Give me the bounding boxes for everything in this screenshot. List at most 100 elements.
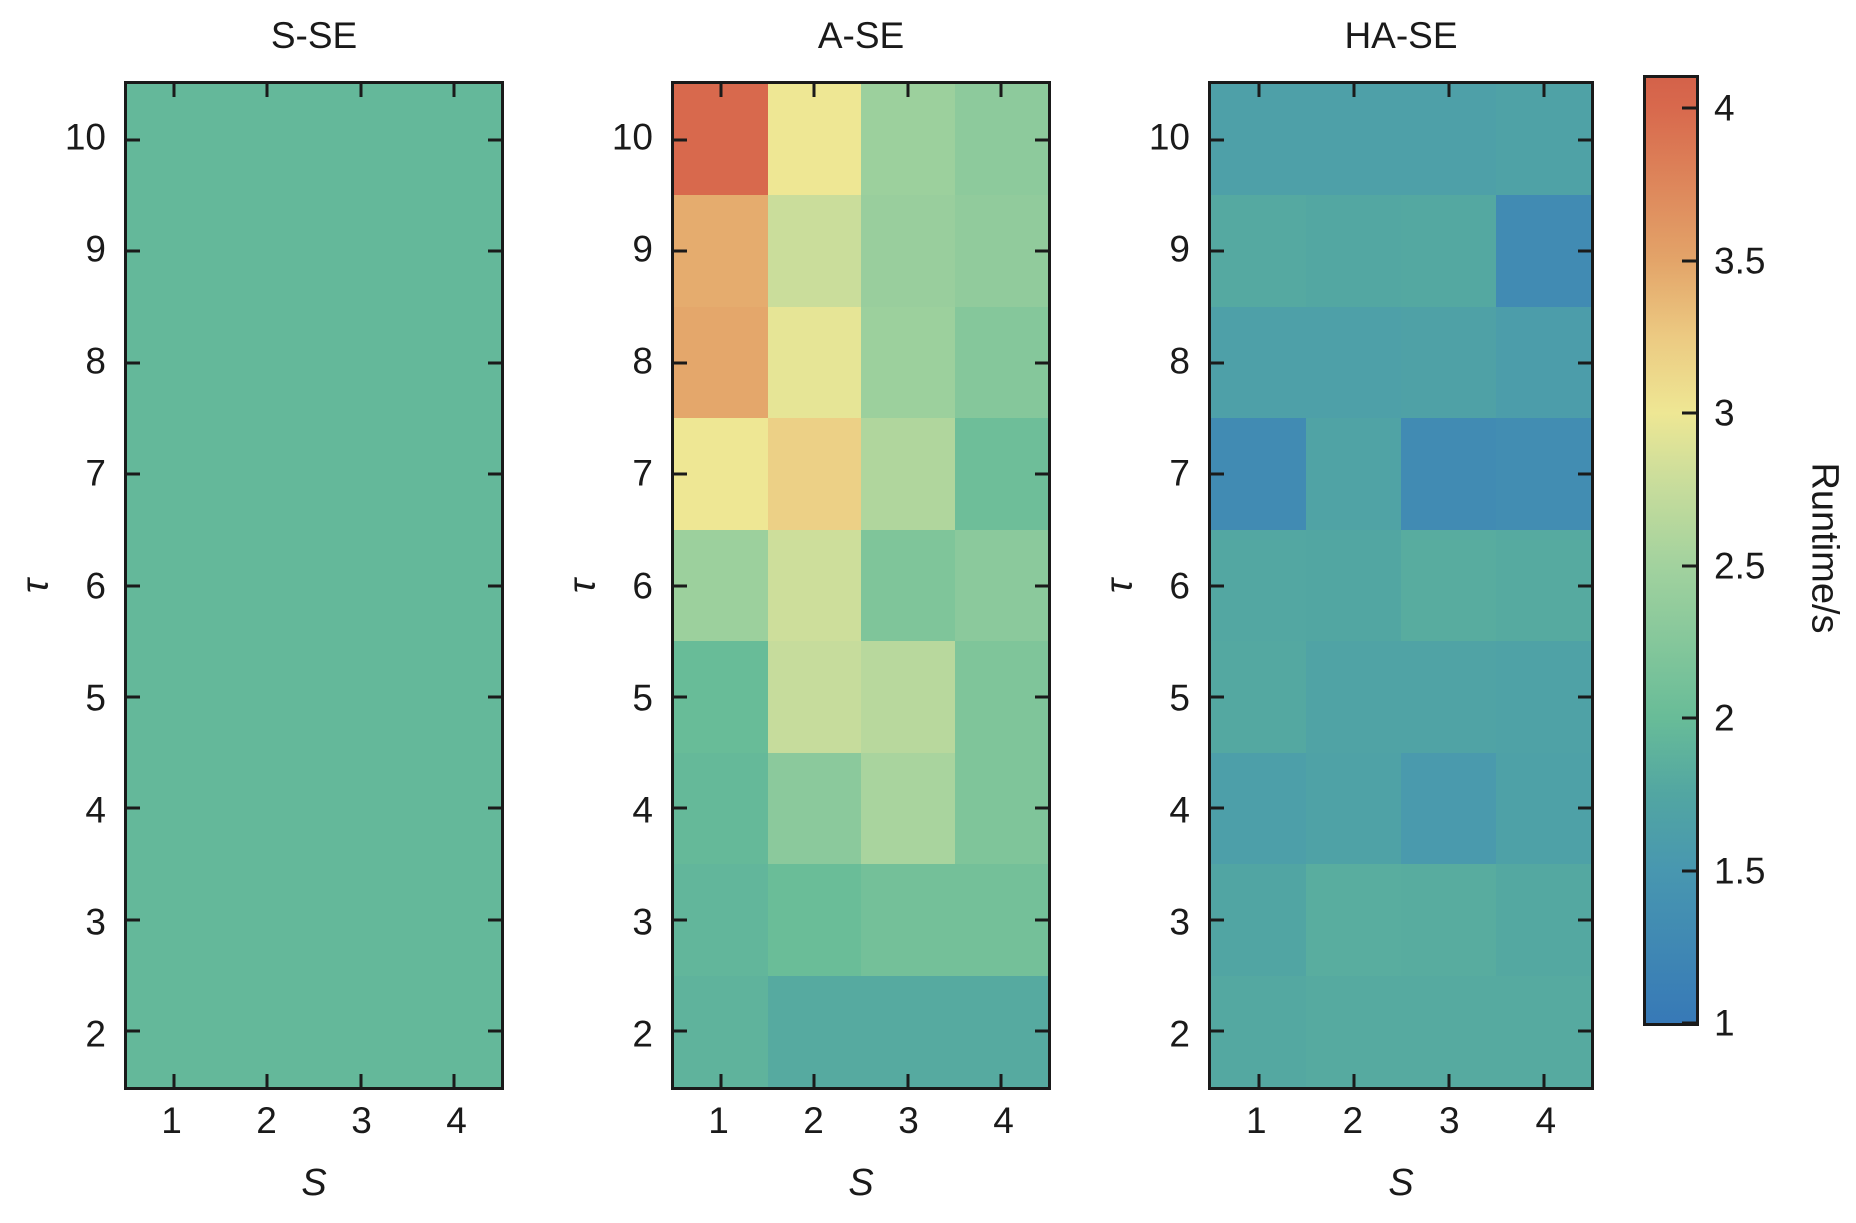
heatmap-cell [674, 864, 768, 976]
y-tick-mark-left [127, 249, 140, 253]
y-tick-mark-right [1578, 584, 1591, 587]
x-tick-mark-top [1542, 84, 1545, 97]
heatmap-cell [1401, 84, 1496, 196]
heatmap-cell [1496, 752, 1591, 865]
y-tick-mark-left [127, 806, 140, 810]
y-tick-label: 8 [85, 340, 106, 382]
x-tick-mark-bottom [1352, 1074, 1355, 1087]
y-tick-mark-left [127, 1029, 140, 1033]
heatmap-cell [767, 641, 861, 753]
x-tick-mark-top [999, 84, 1003, 97]
panel-title: HA-SE [1344, 15, 1458, 56]
heatmap-panel-a-se: A-SE τ S 1 2 3 4 10 9 8 7 6 5 4 3 2 [562, 17, 1051, 1204]
y-tick-mark-left [127, 584, 140, 587]
y-tick-label: 5 [632, 677, 653, 719]
y-tick-label: 5 [85, 677, 106, 719]
y-tick-mark-left [674, 584, 687, 587]
y-tick-mark-right [488, 806, 501, 810]
heatmap-cell [861, 864, 955, 976]
heatmap-cell [767, 418, 861, 530]
y-tick-mark-left [674, 1029, 687, 1033]
heatmap-cell [1211, 752, 1306, 865]
y-tick-mark-left [127, 918, 140, 922]
heatmap-cell [314, 306, 408, 419]
y-tick-mark-left [674, 806, 687, 810]
y-tick-label: 7 [85, 452, 106, 494]
heatmap-cell [220, 752, 314, 865]
y-tick-label: 6 [85, 565, 106, 606]
heatmap-cell [674, 84, 768, 196]
heatmap-cell [220, 84, 314, 196]
heatmap-cell [1211, 84, 1306, 196]
colorbar-tick-mark [1682, 1021, 1696, 1025]
heatmap-cell [314, 529, 408, 642]
heatmap-cell [767, 975, 861, 1087]
heatmap-plot-area [124, 81, 504, 1090]
y-tick-mark-left [1211, 695, 1224, 699]
colorbar-tick-label: 3 [1714, 392, 1735, 434]
y-tick-label: 7 [632, 452, 653, 494]
y-tick-label: 2 [1169, 1013, 1190, 1055]
y-tick-mark-right [1578, 361, 1591, 365]
colorbar-tick-mark [1682, 564, 1696, 568]
y-tick-mark-left [1211, 249, 1224, 253]
heatmap-grid [127, 84, 501, 1087]
heatmap-cell [674, 975, 768, 1087]
y-tick-mark-right [488, 138, 501, 142]
heatmap-plot-area [671, 81, 1051, 1090]
heatmap-cell [1306, 975, 1401, 1087]
y-tick-label: 10 [64, 116, 106, 158]
y-tick-mark-left [1211, 361, 1224, 365]
x-tick-mark-bottom [265, 1074, 269, 1087]
heatmap-cell [1306, 641, 1401, 753]
y-tick-mark-left [674, 472, 687, 476]
heatmap-cell [127, 306, 221, 419]
colorbar-tick-label: 2.5 [1714, 545, 1766, 587]
y-tick-mark-left [674, 695, 687, 699]
colorbar-tick-mark [1682, 106, 1696, 110]
colorbar-tick-label: 3.5 [1714, 240, 1766, 282]
heatmap-cell [127, 195, 221, 307]
x-tick-label: 2 [1342, 1100, 1364, 1141]
y-tick-mark-left [674, 138, 687, 142]
panel-title: S-SE [270, 15, 358, 56]
heatmap-cell [314, 975, 408, 1087]
x-tick-label: 1 [708, 1100, 729, 1141]
heatmap-cell [127, 864, 221, 976]
heatmap-cell [1496, 529, 1591, 642]
y-tick-mark-right [488, 361, 501, 365]
x-tick-mark-bottom [1257, 1074, 1260, 1087]
heatmap-cell [674, 641, 768, 753]
y-tick-mark-left [1211, 1029, 1224, 1033]
y-tick-mark-right [1035, 249, 1048, 253]
heatmap-cell [127, 975, 221, 1087]
y-tick-mark-right [1578, 806, 1591, 810]
heatmap-cell [407, 306, 501, 419]
x-tick-label: 3 [351, 1100, 372, 1141]
heatmap-cell [127, 529, 221, 642]
y-tick-label: 3 [1169, 901, 1190, 943]
heatmap-cell [1211, 641, 1306, 753]
heatmap-cell [767, 864, 861, 976]
heatmap-cell [1401, 641, 1496, 753]
heatmap-cell [1496, 306, 1591, 419]
y-tick-mark-right [488, 584, 501, 587]
x-tick-label: 1 [1245, 1100, 1267, 1141]
y-tick-mark-right [1578, 249, 1591, 253]
heatmap-cell [1496, 84, 1591, 196]
y-tick-mark-left [674, 249, 687, 253]
x-tick-mark-top [359, 84, 363, 97]
colorbar-tick-mark [1682, 259, 1696, 263]
heatmap-cell [1211, 864, 1306, 976]
y-tick-label: 4 [1169, 789, 1190, 831]
y-tick-mark-left [674, 918, 687, 922]
heatmap-cell [954, 641, 1048, 753]
heatmap-cell [1401, 418, 1496, 530]
y-tick-label: 6 [632, 565, 653, 606]
colorbar-label: Runtime/s [1803, 462, 1846, 634]
y-tick-mark-right [1035, 1029, 1048, 1033]
y-tick-label: 10 [611, 116, 653, 158]
y-axis-label-tau: τ [1098, 578, 1141, 593]
y-tick-mark-right [1035, 584, 1048, 587]
heatmap-cell [1306, 306, 1401, 419]
